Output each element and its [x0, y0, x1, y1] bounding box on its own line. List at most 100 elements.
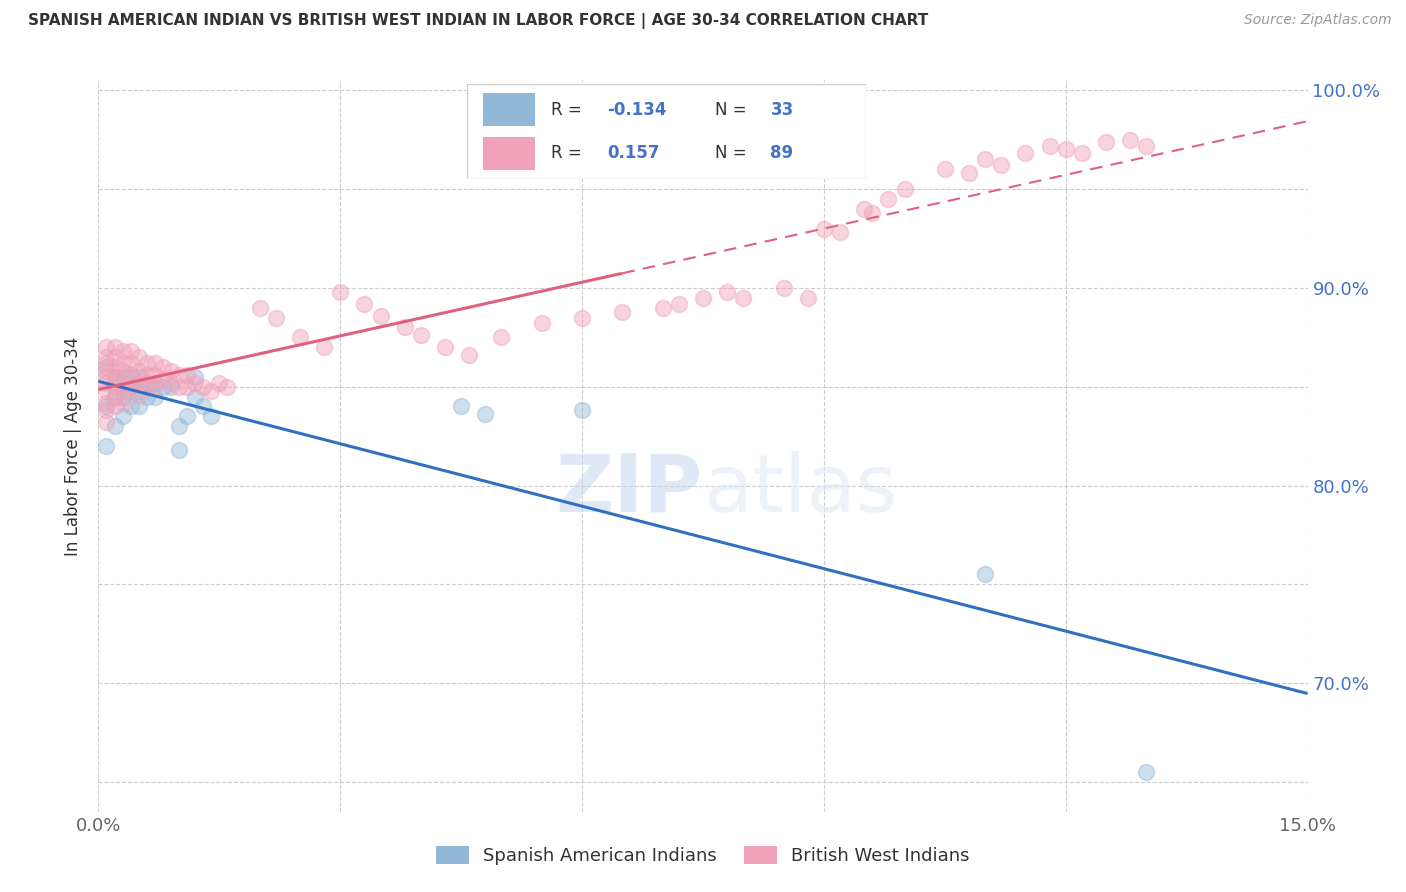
Point: [143, 376, 166, 390]
Point: [434, 340, 457, 354]
Point: [200, 384, 222, 398]
Point: [103, 419, 125, 434]
Point: [143, 356, 166, 370]
Point: [877, 192, 900, 206]
Point: [692, 291, 714, 305]
Point: [128, 384, 150, 398]
Point: [409, 328, 432, 343]
Point: [143, 390, 166, 404]
Point: [135, 356, 157, 370]
Point: [96, 415, 118, 429]
Point: [103, 380, 125, 394]
Point: [176, 380, 198, 394]
Point: [111, 384, 134, 398]
Point: [176, 368, 198, 382]
Point: [120, 380, 142, 394]
Point: [135, 368, 157, 382]
Point: [957, 166, 980, 180]
Point: [716, 285, 738, 299]
Point: [111, 390, 134, 404]
Point: [128, 364, 150, 378]
Point: [135, 376, 157, 390]
Point: [264, 310, 287, 325]
Point: [1135, 138, 1157, 153]
Point: [828, 226, 851, 240]
Point: [1039, 138, 1062, 153]
Point: [249, 301, 271, 315]
Point: [733, 291, 755, 305]
Point: [193, 380, 215, 394]
Point: [167, 419, 190, 434]
Point: [668, 296, 690, 310]
Point: [120, 369, 142, 384]
Point: [176, 409, 198, 424]
Point: [353, 296, 375, 310]
Point: [160, 376, 183, 390]
Text: Source: ZipAtlas.com: Source: ZipAtlas.com: [1244, 13, 1392, 28]
Point: [1095, 135, 1118, 149]
Point: [96, 350, 118, 364]
Point: [120, 368, 142, 382]
Point: [103, 390, 125, 404]
Point: [120, 356, 142, 370]
Point: [96, 376, 118, 390]
Point: [853, 202, 876, 216]
Point: [208, 376, 231, 390]
Point: [530, 317, 553, 331]
Point: [111, 356, 134, 370]
Point: [103, 359, 125, 374]
Point: [184, 369, 207, 384]
Point: [96, 439, 118, 453]
Point: [797, 291, 820, 305]
Point: [111, 376, 134, 390]
Legend: Spanish American Indians, British West Indians: Spanish American Indians, British West I…: [429, 838, 977, 872]
Point: [1135, 765, 1157, 780]
Point: [111, 409, 134, 424]
Point: [111, 344, 134, 359]
Point: [474, 408, 496, 422]
Point: [772, 281, 794, 295]
Point: [394, 320, 416, 334]
Point: [860, 205, 883, 219]
Point: [96, 364, 118, 378]
Point: [96, 403, 118, 417]
Text: SPANISH AMERICAN INDIAN VS BRITISH WEST INDIAN IN LABOR FORCE | AGE 30-34 CORREL: SPANISH AMERICAN INDIAN VS BRITISH WEST …: [28, 13, 928, 29]
Point: [128, 400, 150, 414]
Point: [143, 368, 166, 382]
Point: [103, 369, 125, 384]
Point: [571, 403, 593, 417]
Point: [96, 384, 118, 398]
Point: [934, 162, 956, 177]
Point: [103, 350, 125, 364]
Point: [111, 369, 134, 384]
Point: [184, 390, 207, 404]
Point: [329, 285, 352, 299]
Point: [103, 340, 125, 354]
Point: [152, 372, 174, 386]
Point: [111, 395, 134, 409]
Point: [651, 301, 673, 315]
Point: [120, 400, 142, 414]
Point: [96, 356, 118, 370]
Point: [1014, 146, 1036, 161]
Point: [96, 340, 118, 354]
Point: [990, 158, 1012, 172]
Y-axis label: In Labor Force | Age 30-34: In Labor Force | Age 30-34: [65, 336, 83, 556]
Point: [120, 384, 142, 398]
Point: [571, 310, 593, 325]
Point: [111, 364, 134, 378]
Point: [103, 390, 125, 404]
Point: [167, 368, 190, 382]
Point: [103, 400, 125, 414]
Point: [612, 304, 634, 318]
Point: [160, 364, 183, 378]
Point: [893, 182, 915, 196]
Point: [491, 330, 513, 344]
Point: [160, 380, 183, 394]
Point: [458, 348, 481, 362]
Point: [450, 400, 472, 414]
Point: [128, 376, 150, 390]
Point: [1070, 146, 1092, 161]
Point: [1119, 132, 1142, 146]
Point: [184, 376, 207, 390]
